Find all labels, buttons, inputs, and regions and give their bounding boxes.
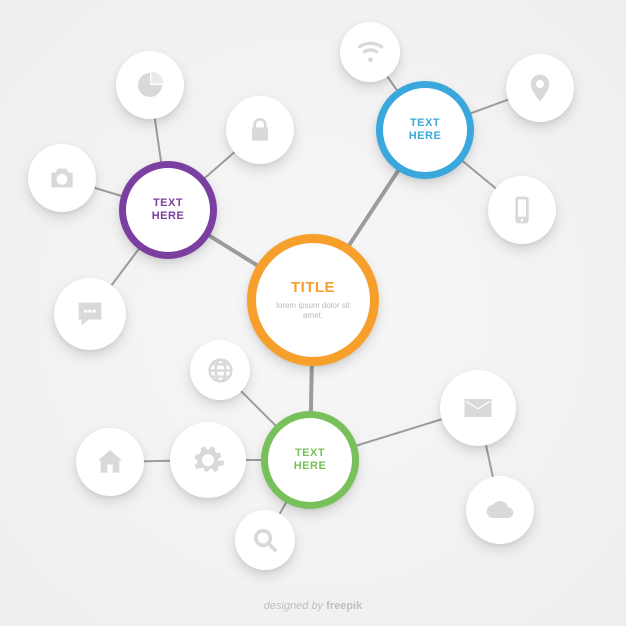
hub-label: TEXTHERE [294, 447, 327, 472]
lock-icon [226, 96, 294, 164]
hub-subtitle: lorem ipsum dolor sit amet. [256, 301, 370, 321]
credit-line: designed by freepik [0, 600, 626, 612]
hub-hub_blue: TEXTHERE [376, 81, 474, 179]
hub-label: TITLE [291, 279, 335, 296]
hub-center: TITLE lorem ipsum dolor sit amet. [247, 234, 379, 366]
wifi-icon [340, 22, 400, 82]
home-icon [76, 428, 144, 496]
hub-hub_green: TEXTHERE [261, 411, 359, 509]
pie-icon [116, 51, 184, 119]
camera-icon [28, 144, 96, 212]
phone-icon [488, 176, 556, 244]
mail-icon [440, 370, 516, 446]
chat-icon [54, 278, 126, 350]
hub-label: TEXTHERE [409, 117, 442, 142]
search-icon [235, 510, 295, 570]
credit-prefix: designed by [264, 600, 326, 612]
cloud-icon [466, 476, 534, 544]
globe-icon [190, 340, 250, 400]
pin-icon [506, 54, 574, 122]
gear-icon [170, 422, 246, 498]
credit-brand: freepik [326, 600, 362, 612]
mindmap-diagram: TITLE lorem ipsum dolor sit amet. TEXTHERE… [0, 0, 626, 626]
hub-hub_purple: TEXTHERE [119, 161, 217, 259]
hub-label: TEXTHERE [152, 197, 185, 222]
